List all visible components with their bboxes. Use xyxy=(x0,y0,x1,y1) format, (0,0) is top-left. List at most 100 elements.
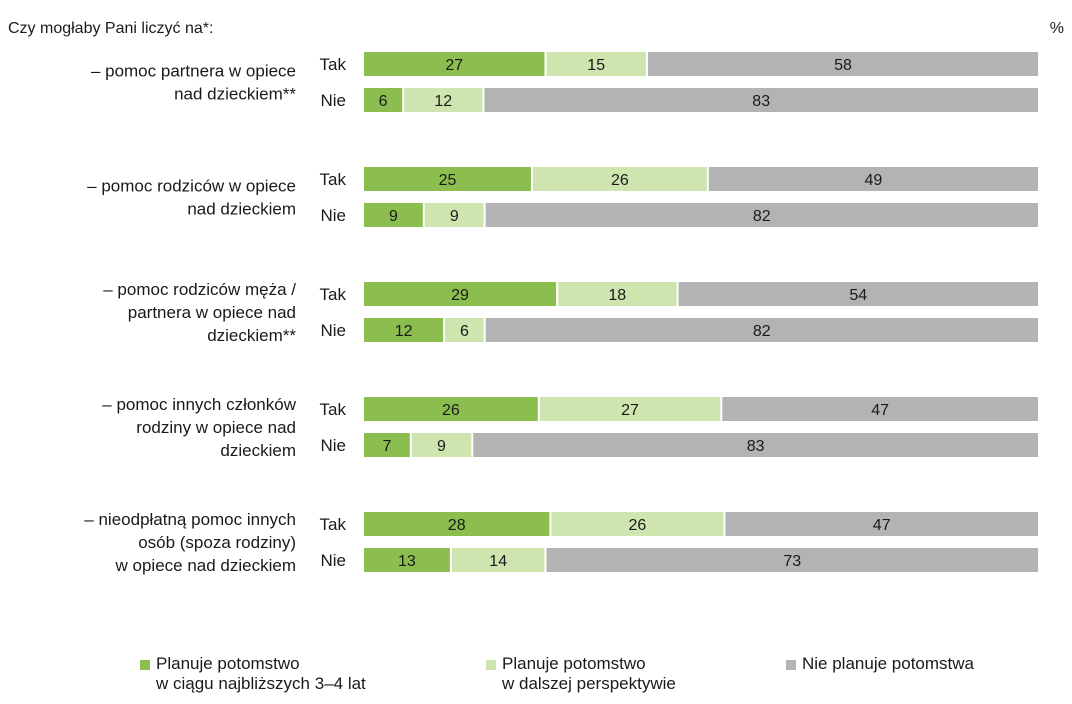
legend-swatch-plans-later xyxy=(486,660,496,670)
data-label: 12 xyxy=(395,323,413,340)
group-label-line: – pomoc partnera w opiece xyxy=(91,62,296,81)
data-label: 9 xyxy=(389,208,398,225)
group-label-line: rodziny w opiece nad xyxy=(136,418,296,437)
data-label: 49 xyxy=(865,172,883,189)
legend: Planuje potomstwo w ciągu najbliższych 3… xyxy=(0,654,1072,704)
group-label-line: nad dzieckiem xyxy=(187,200,296,219)
data-label: 15 xyxy=(587,57,605,74)
answer-label: Nie xyxy=(320,436,346,455)
bar-segment-plans-later xyxy=(411,433,472,457)
bar-segment-plans-soon xyxy=(364,433,410,457)
bars-layer: – pomoc partnera w opiece nad dzieckiem**… xyxy=(84,52,1038,575)
group-label-line: partnera w opiece nad xyxy=(128,303,296,322)
data-label: 58 xyxy=(834,57,852,74)
data-label: 27 xyxy=(445,57,463,74)
data-label: 27 xyxy=(621,402,639,419)
group-label: – pomoc partnera w opiece nad dzieckiem** xyxy=(91,62,296,104)
data-label: 83 xyxy=(747,438,765,455)
data-label: 54 xyxy=(849,287,867,304)
bar-segment-plans-soon xyxy=(364,203,423,227)
bar-segment-plans-later xyxy=(551,512,724,536)
bar-segment-no-plans xyxy=(473,433,1038,457)
group-label-line: osób (spoza rodziny) xyxy=(138,533,296,552)
bar-segment-plans-later xyxy=(539,397,721,421)
group-label-line: dzieckiem xyxy=(220,441,296,460)
group-label-line: – pomoc innych członków xyxy=(102,395,296,414)
bar-segment-plans-soon xyxy=(364,512,550,536)
legend-swatch-plans-soon xyxy=(140,660,150,670)
bar-segment-no-plans xyxy=(485,203,1038,227)
group-label-line: dzieckiem** xyxy=(207,326,296,345)
bar-segment-plans-later xyxy=(404,88,483,112)
bar-segment-no-plans xyxy=(647,52,1038,76)
data-label: 28 xyxy=(448,517,466,534)
data-label: 26 xyxy=(611,172,629,189)
answer-label: Tak xyxy=(320,55,347,74)
data-label: 82 xyxy=(753,323,771,340)
legend-item-plans-soon: Planuje potomstwo w ciągu najbliższych 3… xyxy=(140,654,366,694)
group-label: – pomoc rodziców męża / partnera w opiece… xyxy=(103,280,296,345)
legend-swatch-no-plans xyxy=(786,660,796,670)
bar-segment-plans-soon xyxy=(364,167,531,191)
group-label-line: – pomoc rodziców w opiece xyxy=(87,177,296,196)
bar-segment-plans-soon xyxy=(364,88,403,112)
answer-label: Nie xyxy=(320,91,346,110)
bar-segment-plans-later xyxy=(533,167,707,191)
answer-label: Nie xyxy=(320,551,346,570)
data-label: 73 xyxy=(783,553,801,570)
answer-label: Nie xyxy=(320,321,346,340)
bar-segment-plans-later xyxy=(546,52,646,76)
data-label: 26 xyxy=(629,517,647,534)
answer-label: Tak xyxy=(320,170,347,189)
answer-label: Tak xyxy=(320,400,347,419)
data-label: 18 xyxy=(608,287,626,304)
bar-segment-plans-soon xyxy=(364,397,538,421)
bar-segment-no-plans xyxy=(722,397,1038,421)
bar-segment-plans-later xyxy=(424,203,484,227)
data-label: 26 xyxy=(442,402,460,419)
legend-label-no-plans: Nie planuje potomstwa xyxy=(802,654,974,673)
unit-label: % xyxy=(1050,20,1064,37)
group-label: – nieodpłatną pomoc innych osób (spoza ro… xyxy=(84,510,296,575)
bar-segment-no-plans xyxy=(484,88,1038,112)
bar-segment-plans-later xyxy=(445,318,484,342)
data-label: 6 xyxy=(460,323,469,340)
bar-segment-plans-later xyxy=(451,548,545,572)
data-label: 25 xyxy=(439,172,457,189)
bar-segment-plans-soon xyxy=(364,52,545,76)
data-label: 6 xyxy=(379,93,388,110)
data-label: 47 xyxy=(873,517,891,534)
bar-segment-plans-soon xyxy=(364,548,450,572)
data-label: 9 xyxy=(450,208,459,225)
data-label: 29 xyxy=(451,287,469,304)
data-label: 7 xyxy=(382,438,391,455)
group-label-line: – pomoc rodziców męża / xyxy=(103,280,296,299)
legend-item-plans-later: Planuje potomstwo w dalszej perspektywie xyxy=(486,654,676,694)
legend-item-no-plans: Nie planuje potomstwa xyxy=(786,654,974,674)
data-label: 47 xyxy=(871,402,889,419)
bar-segment-no-plans xyxy=(485,318,1038,342)
legend-label-plans-later: Planuje potomstwo w dalszej perspektywie xyxy=(502,654,676,693)
chart-question: Czy mogłaby Pani liczyć na*: xyxy=(8,20,213,37)
answer-label: Nie xyxy=(320,206,346,225)
bar-segment-plans-later xyxy=(558,282,677,306)
bar-segment-no-plans xyxy=(678,282,1038,306)
bar-segment-no-plans xyxy=(725,512,1038,536)
group-label: – pomoc rodziców w opiece nad dzieckiem xyxy=(87,177,296,219)
data-label: 9 xyxy=(437,438,446,455)
answer-label: Tak xyxy=(320,285,347,304)
group-label-line: nad dzieckiem** xyxy=(174,85,296,104)
group-label: – pomoc innych członków rodziny w opiece … xyxy=(102,395,296,460)
bar-segment-plans-soon xyxy=(364,318,444,342)
data-label: 12 xyxy=(434,93,452,110)
data-label: 82 xyxy=(753,208,771,225)
group-label-line: w opiece nad dzieckiem xyxy=(115,556,296,575)
answer-label: Tak xyxy=(320,515,347,534)
bar-segment-no-plans xyxy=(546,548,1038,572)
legend-label-plans-soon: Planuje potomstwo w ciągu najbliższych 3… xyxy=(156,654,366,693)
bar-segment-plans-soon xyxy=(364,282,557,306)
bar-segment-no-plans xyxy=(708,167,1038,191)
data-label: 14 xyxy=(489,553,507,570)
data-label: 83 xyxy=(752,93,770,110)
